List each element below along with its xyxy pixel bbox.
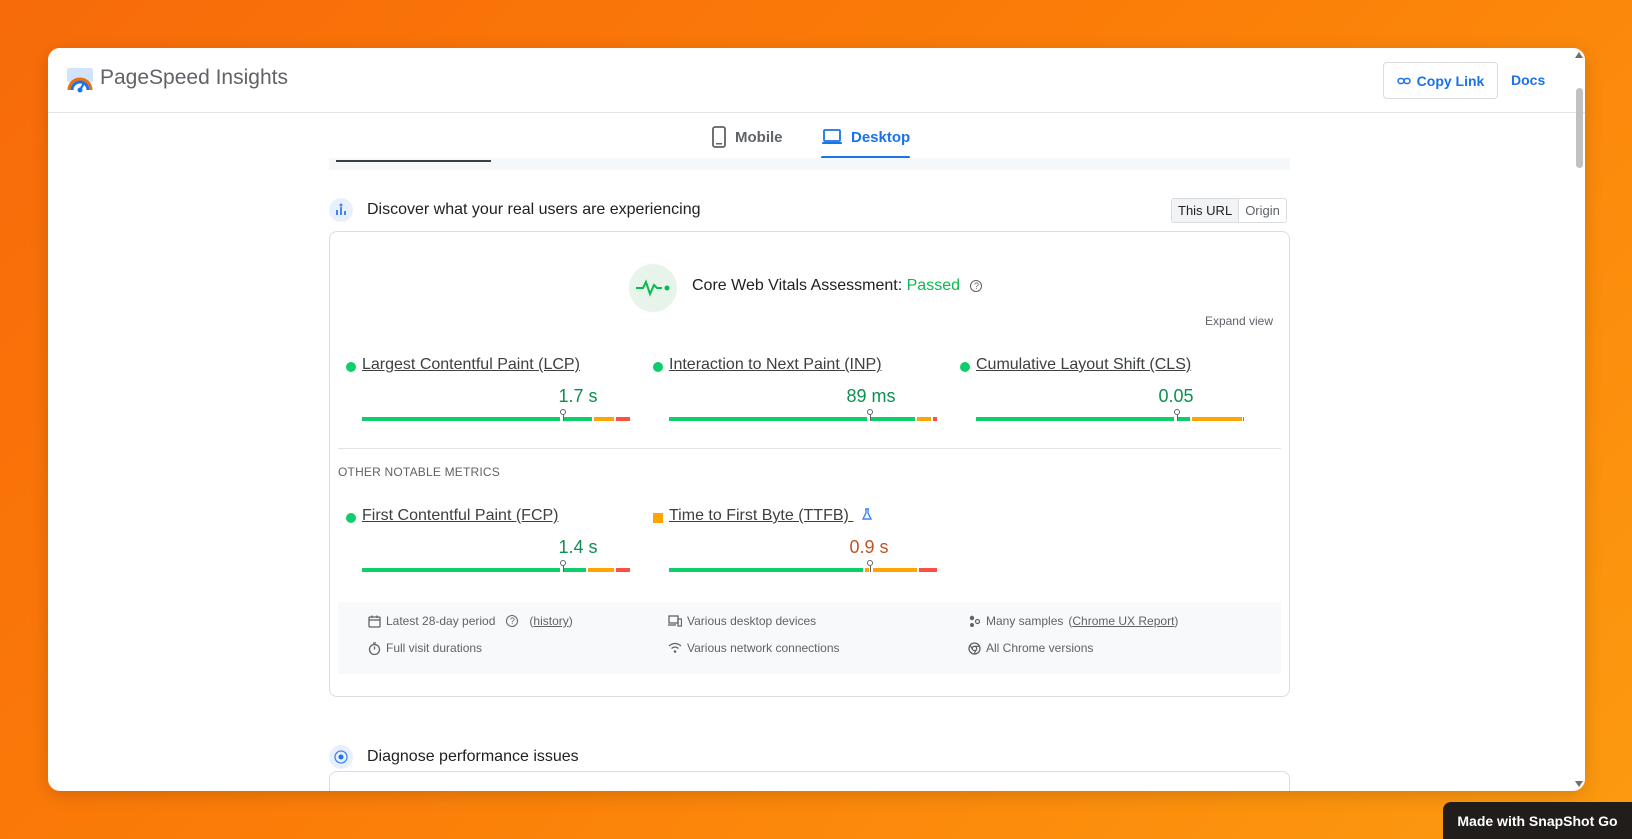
period-info: Latest 28-day period ? (history) [368,614,573,628]
history-link[interactable]: history [533,614,569,628]
metric-lcp: Largest Contentful Paint (LCP) 1.7 s [346,356,636,436]
samples-info: Many samples (Chrome UX Report) [968,614,1178,628]
flask-icon [862,508,873,520]
metric-inp-name[interactable]: Interaction to Next Paint (INP) [669,356,882,373]
docs-link[interactable]: Docs [1511,72,1546,88]
metric-ttfb-distribution-bar [669,568,937,572]
cwv-assessment-status: Passed [906,277,960,294]
metric-lcp-value: 1.7 s [558,386,598,406]
metric-ttfb-marker [867,560,873,572]
metric-ttfb-name[interactable]: Time to First Byte (TTFB) [669,507,873,525]
diagnose-target-icon [329,745,353,769]
device-tabs: Mobile Desktop [48,114,1585,160]
average-rating-icon [653,513,663,523]
snapshot-badge: Made with SnapShot Go [1443,802,1632,839]
field-data-header: Discover what your real users are experi… [329,195,700,225]
origin-button[interactable]: Origin [1245,203,1280,218]
metric-fcp-name[interactable]: First Contentful Paint (FCP) [362,507,559,524]
other-metrics-label: OTHER NOTABLE METRICS [338,465,500,479]
metric-lcp-distribution-bar [362,417,630,421]
copy-link-button[interactable]: Copy Link [1383,62,1498,99]
chrome-icon [968,641,981,655]
copy-link-label: Copy Link [1416,72,1485,89]
metric-ttfb-label: Time to First Byte (TTFB) [669,507,849,524]
tab-desktop-label: Desktop [851,128,911,146]
phone-icon [712,126,726,148]
metric-lcp-marker [560,409,566,421]
scroll-down-icon[interactable] [1575,781,1583,787]
crux-link[interactable]: Chrome UX Report [1072,614,1175,628]
page-scrollbar[interactable] [1573,48,1585,791]
previous-section-strip [329,158,1290,170]
history-link-wrap: (history) [529,614,573,628]
diagnose-title: Diagnose performance issues [367,748,579,765]
samples-icon [969,615,981,627]
metric-cls-name[interactable]: Cumulative Layout Shift (CLS) [976,356,1192,373]
scroll-thumb[interactable] [1576,88,1583,168]
good-rating-icon [960,362,970,372]
metric-fcp-value: 1.4 s [558,537,598,557]
good-rating-icon [653,362,663,372]
top-bar: PageSpeed Insights Copy Link Docs [48,48,1585,113]
tab-desktop[interactable]: Desktop [821,114,911,160]
metric-ttfb: Time to First Byte (TTFB) 0.9 s [653,507,943,587]
timer-icon [368,641,381,655]
this-url-button[interactable]: This URL [1172,199,1240,222]
field-data-card: Core Web Vitals Assessment: Passed ? Exp… [329,231,1290,697]
metric-fcp-marker [560,560,566,572]
tab-mobile-label: Mobile [735,128,783,146]
metric-lcp-name[interactable]: Largest Contentful Paint (LCP) [362,356,580,373]
url-origin-toggle: This URL Origin [1171,198,1287,223]
metric-inp-distribution-bar [669,417,937,421]
tab-mobile[interactable]: Mobile [711,114,783,160]
metric-inp-value: 89 ms [846,386,896,406]
metric-inp-marker [867,409,873,421]
good-rating-icon [346,362,356,372]
cwv-assessment-label: Core Web Vitals Assessment: [692,277,903,294]
metric-cls: Cumulative Layout Shift (CLS) 0.05 [960,356,1260,436]
scroll-up-icon[interactable] [1575,52,1583,58]
crux-link-wrap: (Chrome UX Report) [1068,614,1179,628]
cwv-assessment: Core Web Vitals Assessment: Passed ? [692,277,983,295]
section-divider [338,448,1281,449]
laptop-icon [822,129,842,144]
devices-info: Various desktop devices [668,614,816,628]
expand-view-button[interactable]: Expand view [1204,314,1273,328]
vitals-pulse-icon [629,264,677,312]
metric-cls-distribution-bar [976,417,1244,421]
browser-window: PageSpeed Insights Copy Link Docs Mobile… [48,48,1585,791]
pagespeed-logo[interactable] [66,66,94,94]
diagnose-card [329,771,1290,791]
diagnose-header: Diagnose performance issues [329,742,579,772]
durations-info: Full visit durations [368,641,482,655]
field-data-title: Discover what your real users are experi… [367,201,701,218]
devices-text: Various desktop devices [687,614,817,628]
link-icon [1396,77,1411,84]
help-icon[interactable]: ? [970,280,983,292]
metric-inp: Interaction to Next Paint (INP) 89 ms [653,356,943,436]
help-icon[interactable]: ? [506,615,519,627]
wifi-icon [668,642,682,653]
users-chart-icon [329,198,353,222]
good-rating-icon [346,513,356,523]
devices-icon [668,614,682,627]
chrome-text: All Chrome versions [986,641,1094,655]
previous-section-underline [336,160,491,162]
chrome-info: All Chrome versions [968,641,1093,655]
metric-cls-value: 0.05 [1158,386,1194,406]
durations-text: Full visit durations [386,641,483,655]
calendar-icon [368,615,381,628]
period-text: Latest 28-day period [386,614,496,628]
app-title[interactable]: PageSpeed Insights [100,66,288,89]
samples-text: Many samples [986,614,1064,628]
metric-fcp-distribution-bar [362,568,630,572]
field-data-info-panel: Latest 28-day period ? (history) Full vi… [338,602,1281,674]
metric-cls-marker [1174,409,1180,421]
metric-fcp: First Contentful Paint (FCP) 1.4 s [346,507,636,587]
network-text: Various network connections [687,641,840,655]
metric-ttfb-value: 0.9 s [849,537,889,557]
network-info: Various network connections [668,641,840,655]
